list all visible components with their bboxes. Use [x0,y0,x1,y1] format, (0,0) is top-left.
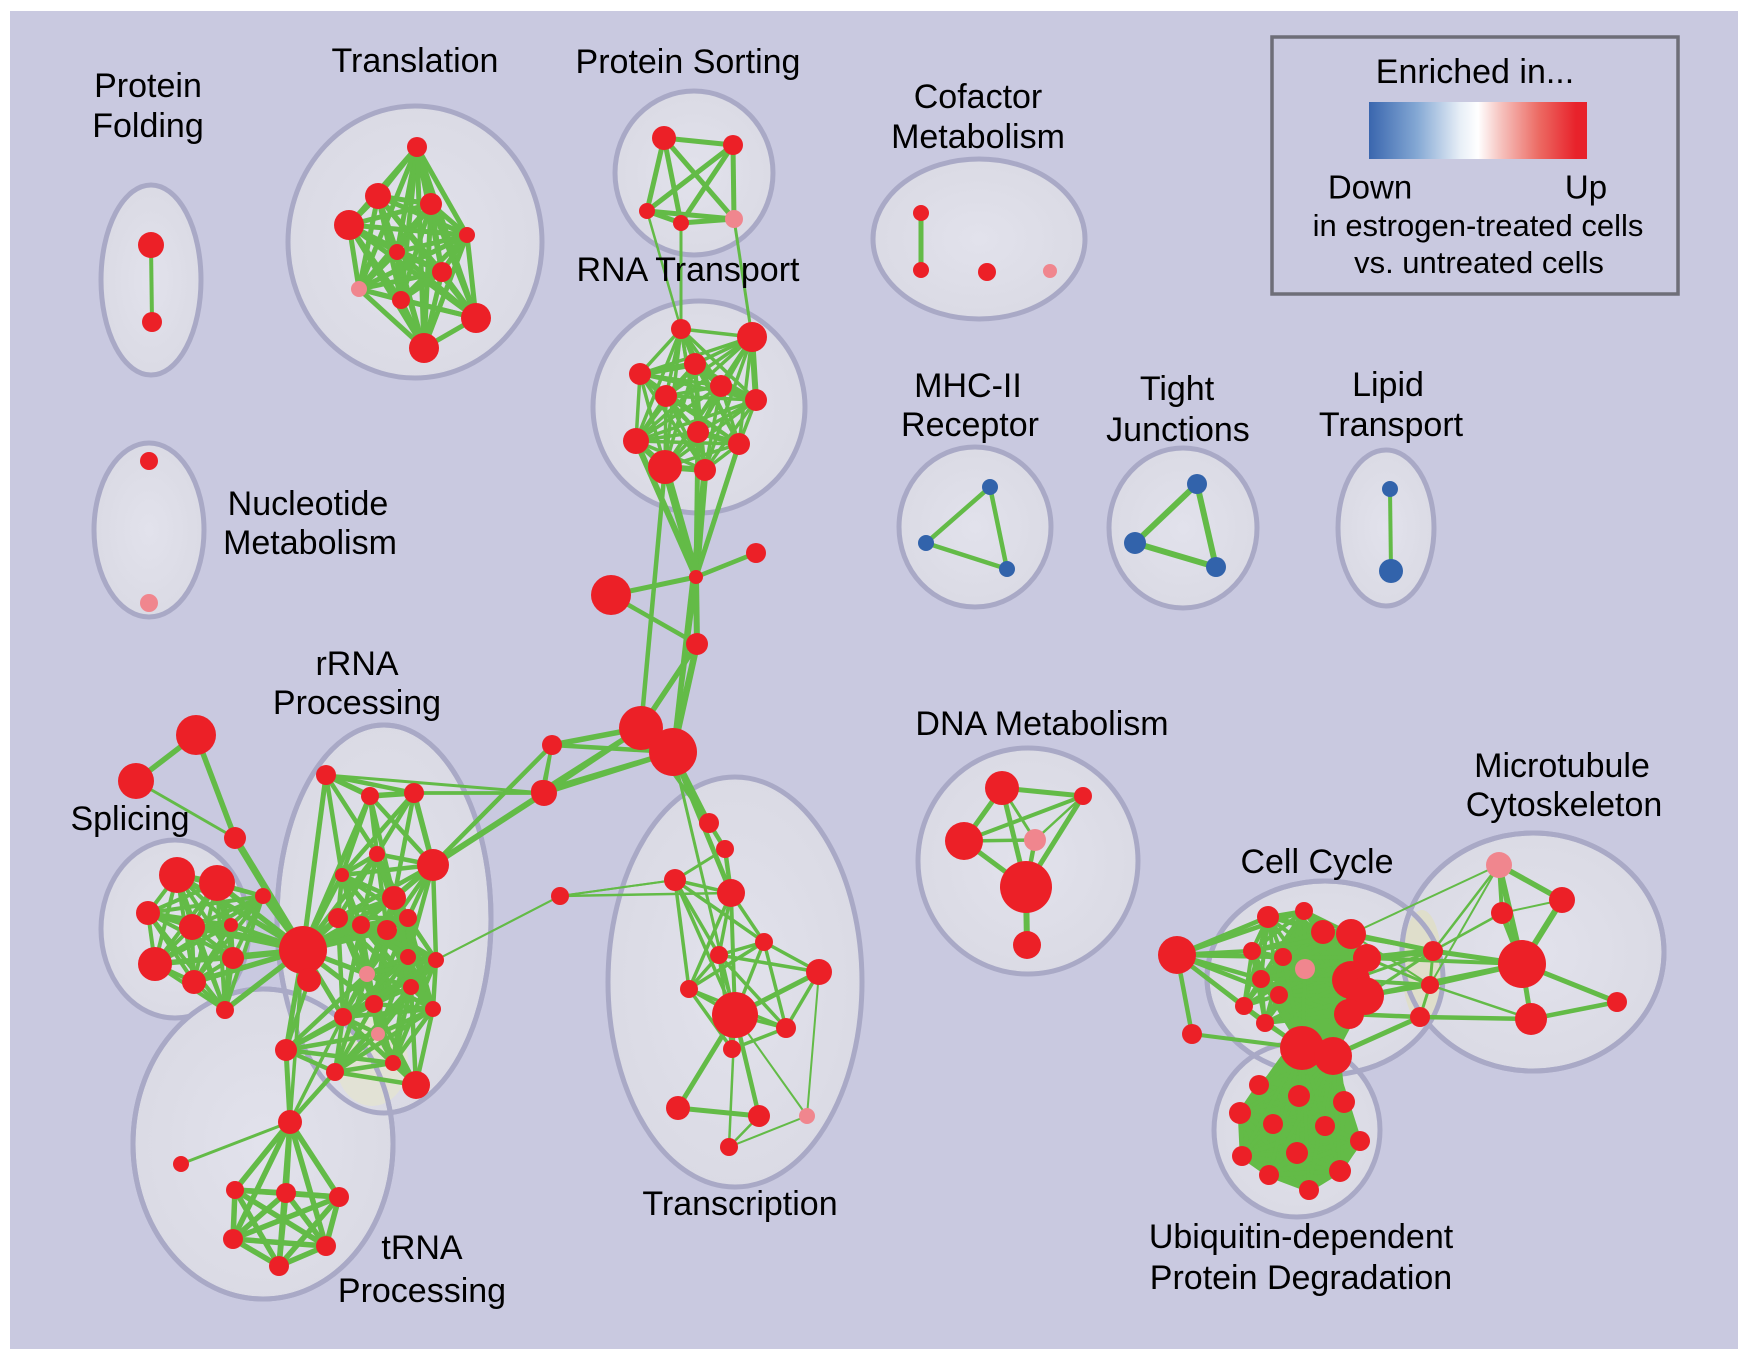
svg-text:Metabolism: Metabolism [223,524,397,562]
svg-text:Protein Degradation: Protein Degradation [1150,1259,1452,1297]
svg-text:RNA Transport: RNA Transport [577,251,801,289]
svg-text:Lipid: Lipid [1352,366,1424,404]
svg-text:Nucleotide: Nucleotide [228,485,389,523]
svg-text:Microtubule: Microtubule [1474,747,1650,785]
svg-text:Processing: Processing [273,684,441,722]
svg-text:Metabolism: Metabolism [891,118,1065,156]
svg-text:Up: Up [1565,169,1607,206]
svg-text:vs. untreated cells: vs. untreated cells [1354,245,1604,280]
svg-text:Protein Sorting: Protein Sorting [576,43,801,81]
svg-text:Enriched in...: Enriched in... [1376,53,1574,91]
svg-text:tRNA: tRNA [381,1229,463,1267]
svg-text:Cytoskeleton: Cytoskeleton [1466,786,1663,824]
svg-text:MHC-II: MHC-II [914,367,1022,405]
svg-text:Cofactor: Cofactor [914,78,1043,116]
svg-text:Folding: Folding [92,107,204,145]
svg-text:Processing: Processing [338,1272,506,1310]
svg-text:Protein: Protein [94,67,202,105]
svg-text:rRNA: rRNA [315,645,398,683]
svg-text:Cell Cycle: Cell Cycle [1240,843,1393,881]
svg-text:Transcription: Transcription [642,1185,837,1223]
svg-text:Ubiquitin-dependent: Ubiquitin-dependent [1149,1218,1454,1256]
svg-text:Down: Down [1328,169,1412,206]
svg-text:Transport: Transport [1319,406,1464,444]
svg-text:Splicing: Splicing [70,800,189,838]
svg-text:Receptor: Receptor [901,406,1039,444]
svg-text:DNA Metabolism: DNA Metabolism [915,705,1168,743]
svg-text:Translation: Translation [332,42,499,80]
svg-text:in estrogen-treated cells: in estrogen-treated cells [1313,208,1644,243]
svg-text:Tight: Tight [1140,370,1215,408]
svg-text:Junctions: Junctions [1106,411,1250,449]
